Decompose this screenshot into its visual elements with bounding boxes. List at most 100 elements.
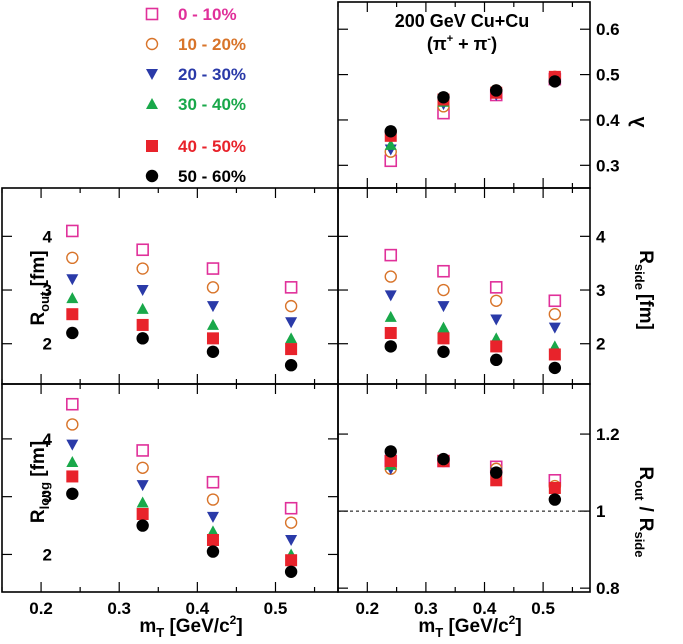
data-point bbox=[206, 332, 219, 345]
data-point bbox=[437, 301, 450, 313]
data-point bbox=[206, 511, 219, 523]
y-tick-label: 0.8 bbox=[596, 579, 620, 598]
data-point bbox=[66, 456, 79, 467]
data-point bbox=[66, 439, 79, 451]
data-point bbox=[384, 455, 397, 468]
figure-title: 200 GeV Cu+Cu bbox=[395, 11, 530, 31]
legend-label: 10 - 20% bbox=[178, 35, 246, 54]
data-point bbox=[284, 299, 298, 313]
data-point bbox=[548, 294, 562, 308]
y-tick-label: 0.5 bbox=[596, 66, 620, 85]
y-tick-label: 4 bbox=[43, 430, 53, 449]
x-tick-label: 0.2 bbox=[355, 599, 379, 618]
data-point bbox=[284, 565, 298, 578]
legend-marker bbox=[145, 169, 159, 183]
lambda-axis-label: λ bbox=[627, 116, 649, 127]
data-point bbox=[136, 243, 149, 257]
data-point bbox=[384, 340, 397, 353]
y-tick-label: 4 bbox=[43, 227, 53, 246]
data-point bbox=[490, 466, 503, 479]
data-point bbox=[490, 314, 503, 326]
y-tick-label: 4 bbox=[596, 227, 606, 246]
data-point bbox=[437, 264, 450, 278]
data-point bbox=[437, 283, 450, 297]
y-tick-label: 0.3 bbox=[596, 156, 620, 175]
data-point bbox=[285, 554, 298, 567]
legend-marker bbox=[146, 69, 158, 80]
y-tick-label: 2 bbox=[596, 335, 605, 354]
legend-marker bbox=[145, 7, 159, 21]
x-tick-label: 0.2 bbox=[29, 599, 53, 618]
data-point bbox=[66, 292, 79, 304]
data-point bbox=[548, 482, 561, 494]
data-point bbox=[548, 361, 562, 375]
x-tick-label: 0.3 bbox=[107, 599, 131, 618]
y-tick-label: 0.6 bbox=[596, 20, 620, 39]
axis-ticks: 0.3 0.4 0.5 0.6 2 3 4 2 3 4 0.2 0.3 0.4 0.5 2 3 4 0.2 0.3 0… bbox=[1, 2, 620, 618]
data-point bbox=[285, 332, 298, 344]
data-point bbox=[206, 475, 220, 489]
legend: 0 - 10% 10 - 20% 20 - 30% 30 - 40% 40 - 50% 5… bbox=[145, 5, 246, 186]
data-point bbox=[66, 418, 79, 431]
data-point bbox=[490, 340, 503, 353]
y-tick-label: 0.4 bbox=[596, 111, 620, 130]
data-point bbox=[136, 461, 149, 474]
x-tick-label: 0.4 bbox=[186, 599, 210, 618]
legend-marker bbox=[146, 140, 158, 152]
x-tick-label: 0.4 bbox=[473, 599, 497, 618]
figure-subtitle: (π+ + π-) bbox=[427, 33, 497, 54]
legend-marker bbox=[145, 37, 159, 51]
data-point bbox=[136, 496, 149, 508]
rlong-axis-label: Rlong [fm] bbox=[28, 441, 52, 523]
data-point bbox=[136, 332, 149, 345]
legend-label: 20 - 30% bbox=[178, 65, 246, 84]
data-point bbox=[384, 290, 397, 302]
data-point bbox=[136, 318, 149, 331]
data-point bbox=[437, 91, 450, 104]
data-point bbox=[66, 308, 79, 321]
data-points bbox=[66, 70, 562, 578]
data-point bbox=[284, 359, 298, 372]
data-point bbox=[206, 493, 220, 506]
data-point bbox=[437, 452, 450, 466]
data-point bbox=[490, 84, 503, 97]
data-point bbox=[284, 501, 298, 515]
data-point bbox=[66, 487, 79, 500]
data-point bbox=[437, 345, 450, 358]
y-tick-label: 1 bbox=[596, 502, 605, 521]
data-point bbox=[206, 545, 220, 558]
data-point bbox=[206, 534, 219, 546]
legend-label: 0 - 10% bbox=[178, 5, 237, 24]
data-point bbox=[206, 318, 219, 330]
rside-axis-label: Rside[fm] bbox=[632, 250, 656, 330]
data-point bbox=[284, 516, 298, 529]
data-point bbox=[206, 525, 219, 537]
data-point bbox=[384, 445, 397, 458]
data-point bbox=[437, 332, 450, 345]
data-point bbox=[548, 348, 561, 361]
y-tick-label: 3 bbox=[43, 281, 52, 300]
data-point bbox=[548, 322, 561, 334]
data-point bbox=[66, 326, 79, 340]
legend-marker bbox=[146, 98, 158, 109]
y-tick-label: 3 bbox=[43, 488, 52, 507]
y-tick-label: 2 bbox=[43, 335, 52, 354]
data-point bbox=[384, 125, 397, 138]
y-tick-label: 2 bbox=[43, 545, 52, 564]
x-tick-label: 0.3 bbox=[414, 599, 438, 618]
y-tick-label: 3 bbox=[596, 281, 605, 300]
data-point bbox=[66, 251, 79, 265]
data-point bbox=[66, 224, 79, 238]
data-point bbox=[548, 307, 562, 321]
data-point bbox=[384, 326, 397, 339]
data-point bbox=[548, 493, 562, 506]
data-point bbox=[136, 262, 149, 275]
legend-label: 50 - 60% bbox=[178, 167, 246, 186]
x-tick-label: 0.5 bbox=[531, 599, 555, 618]
data-point bbox=[136, 519, 149, 532]
data-point bbox=[384, 270, 397, 283]
data-point bbox=[136, 480, 149, 492]
data-point bbox=[384, 138, 397, 150]
data-point bbox=[548, 75, 562, 88]
